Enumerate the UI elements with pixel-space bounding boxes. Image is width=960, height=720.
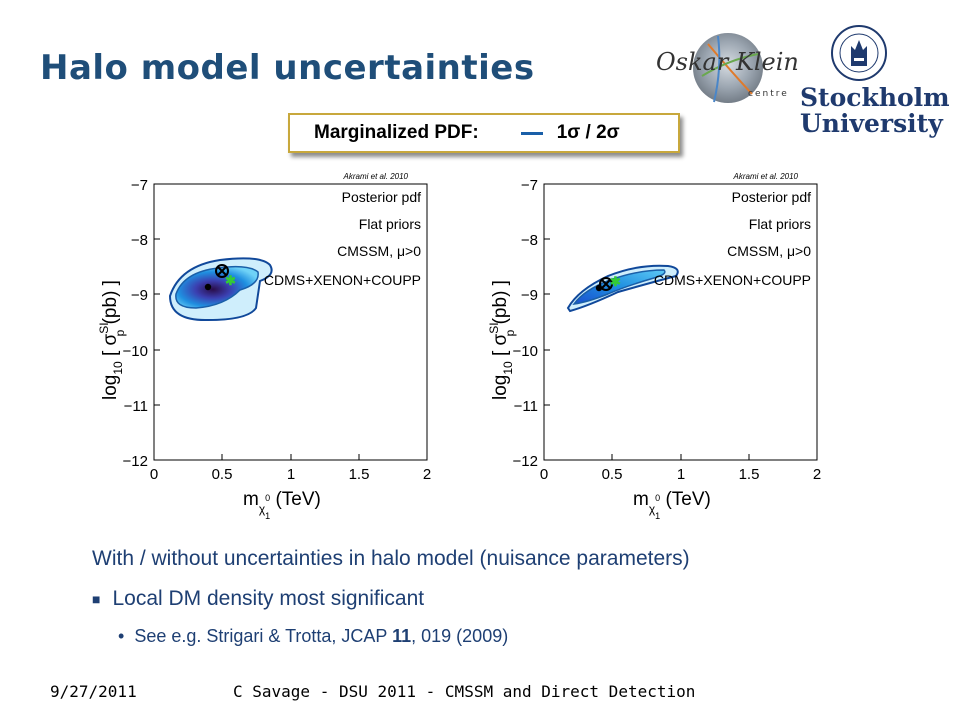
legend-label: Marginalized PDF: xyxy=(314,122,479,143)
citation-text: Akrami et al. 2010 xyxy=(343,172,409,181)
annotation-text: Posterior pdf xyxy=(342,189,421,205)
y-tick-label: −8 xyxy=(131,232,148,249)
best-fit-marker xyxy=(215,264,229,278)
stockholm-university-seal xyxy=(831,25,887,81)
y-tick-label: −8 xyxy=(521,232,538,249)
annotation-text: Flat priors xyxy=(359,216,421,232)
logo-sub-text: centre xyxy=(748,89,789,99)
wordmark-line-1: Stockholm xyxy=(800,83,950,112)
posterior-plot-right: Akrami et al. 2010 −7 −8 −9 −10 −11 −12 … xyxy=(487,172,821,521)
wordmark-line-2: University xyxy=(800,109,943,138)
y-axis-label: log10 [ σSI p (pb) ] xyxy=(97,280,127,400)
legend-box: Marginalized PDF: 1σ / 2σ xyxy=(288,113,680,153)
footer-date: 9/27/2011 xyxy=(50,682,137,701)
bullet-level-2: • See e.g. Strigari & Trotta, JCAP 11, 01… xyxy=(118,626,508,647)
y-axis-label: log10 [ σSI p (pb) ] xyxy=(487,280,517,400)
x-tick-label: 1.5 xyxy=(349,466,370,483)
posterior-plot-left: Akrami et al. 2010 −7 −8 −9 −10 −11 −12 … xyxy=(97,172,431,521)
legend-line-swatch xyxy=(520,131,543,135)
oskar-klein-centre-logo: Oskar Klein centre xyxy=(656,33,799,103)
y-tick-label: −9 xyxy=(521,287,538,304)
x-tick-label: 2 xyxy=(423,466,431,483)
y-tick-label: −11 xyxy=(124,398,148,415)
x-tick-label: 0 xyxy=(150,466,158,483)
bullet-level-1: ■ Local DM density most significant xyxy=(92,587,424,611)
green-star-marker: ✱ xyxy=(610,274,621,289)
posterior-contours xyxy=(168,257,273,322)
x-tick-label: 0 xyxy=(540,466,548,483)
main-statement: With / without uncertainties in halo mod… xyxy=(92,547,690,570)
square-bullet-icon: ■ xyxy=(92,591,101,608)
logo-script-text: Oskar Klein xyxy=(656,48,799,76)
annotation-text: Posterior pdf xyxy=(732,189,811,205)
x-axis-label: mχ0 1 (TeV) xyxy=(243,489,321,521)
stockholm-university-wordmark: Stockholm University xyxy=(800,85,950,137)
x-tick-label: 1.5 xyxy=(739,466,760,483)
citation-suffix: , 019 (2009) xyxy=(411,626,509,646)
x-tick-label: 0.5 xyxy=(602,466,623,483)
y-tick-label: −10 xyxy=(123,343,148,360)
legend-sigma-text: 1σ / 2σ xyxy=(556,122,620,143)
slide-title: Halo model uncertainties xyxy=(40,48,535,88)
citation-text: Akrami et al. 2010 xyxy=(733,172,799,181)
plot-annotations: Posterior pdf Flat priors CMSSM, μ>0 CDM… xyxy=(264,189,421,288)
annotation-text: CDMS+XENON+COUPP xyxy=(264,272,421,288)
y-tick-label: −7 xyxy=(131,177,148,194)
dot-bullet-icon: • xyxy=(118,626,125,646)
y-tick-label: −7 xyxy=(521,177,538,194)
citation-prefix: See e.g. Strigari & Trotta, JCAP xyxy=(134,626,393,646)
y-axis: −7 −8 −9 −10 −11 −12 xyxy=(123,177,160,470)
annotation-text: Flat priors xyxy=(749,216,811,232)
x-axis: 0 0.5 1 1.5 2 xyxy=(150,454,431,483)
x-axis-label: mχ0 1 (TeV) xyxy=(633,489,711,521)
annotation-text: CDMS+XENON+COUPP xyxy=(654,272,811,288)
annotation-text: CMSSM, μ>0 xyxy=(727,243,811,259)
plot-frame xyxy=(543,183,818,461)
mean-point-marker xyxy=(204,283,212,291)
y-tick-label: −12 xyxy=(123,453,148,470)
y-axis: −7 −8 −9 −10 −11 −12 xyxy=(513,177,550,470)
x-axis: 0 0.5 1 1.5 2 xyxy=(540,454,821,483)
x-tick-label: 1 xyxy=(677,466,685,483)
x-tick-label: 2 xyxy=(813,466,821,483)
x-tick-label: 0.5 xyxy=(212,466,233,483)
citation-volume: 11 xyxy=(392,626,412,646)
y-tick-label: −11 xyxy=(514,398,538,415)
annotation-text: CMSSM, μ>0 xyxy=(337,243,421,259)
plot-annotations: Posterior pdf Flat priors CMSSM, μ>0 CDM… xyxy=(654,189,811,288)
bullet-level-1-text: Local DM density most significant xyxy=(112,587,425,610)
y-tick-label: −10 xyxy=(513,343,538,360)
best-fit-marker xyxy=(599,277,613,291)
y-tick-label: −12 xyxy=(513,453,538,470)
plot-frame xyxy=(153,183,428,461)
x-tick-label: 1 xyxy=(287,466,295,483)
y-tick-label: −9 xyxy=(131,287,148,304)
green-star-marker: ✱ xyxy=(225,273,236,288)
footer-text: C Savage - DSU 2011 - CMSSM and Direct D… xyxy=(233,682,696,701)
